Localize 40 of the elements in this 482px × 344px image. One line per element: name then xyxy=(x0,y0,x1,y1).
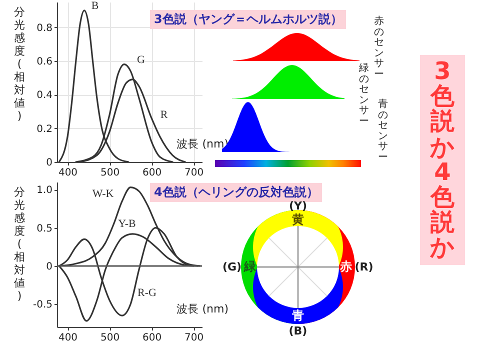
text: 赤 xyxy=(340,258,352,276)
y-tick-label: 0 xyxy=(46,158,52,168)
text: (R) xyxy=(354,260,374,274)
text: 分光感度(相対値) xyxy=(14,186,25,302)
text: 緑のセンサー xyxy=(358,63,370,127)
series-label: R-G xyxy=(138,287,157,299)
y-tick-label: 0.6 xyxy=(36,56,52,68)
text: 3色説（ヤング＝ヘルムホルツ説） xyxy=(150,10,346,29)
series-label: Y-B xyxy=(118,218,136,230)
x-tick-label: 400 xyxy=(58,332,78,344)
text: 赤のセンサー xyxy=(373,16,385,80)
x-tick-label: 700 xyxy=(184,168,204,178)
y-tick-label: -0.5 xyxy=(32,300,52,311)
text: (Y) xyxy=(288,200,308,212)
text: 緑 xyxy=(244,258,256,276)
series-label: G xyxy=(137,54,146,66)
y-tick-label: 1.0 xyxy=(36,185,52,196)
text: 黄 xyxy=(292,212,304,228)
x-tick-label: 600 xyxy=(142,168,162,178)
series-label: W-K xyxy=(92,188,114,200)
y-tick-label: 0.2 xyxy=(36,124,52,135)
x-tick-label: 500 xyxy=(100,332,120,344)
text: 分光感度(相対値) xyxy=(14,6,25,122)
text: (B) xyxy=(288,324,308,338)
text: 青のセンサー xyxy=(377,99,389,163)
series-label: R xyxy=(160,109,168,121)
x-tick-label: 600 xyxy=(142,332,162,344)
y-tick-label: 0.5 xyxy=(36,223,52,234)
x-tick-label: 700 xyxy=(184,332,204,344)
series-label: B xyxy=(91,0,99,12)
x-tick-label: 500 xyxy=(100,168,120,178)
y-tick-label: 0 xyxy=(46,261,52,272)
y-tick-label: 0.4 xyxy=(36,90,52,102)
text: 3色説か4色説か xyxy=(430,57,455,262)
text: (G) xyxy=(222,260,242,274)
y-tick-label: 0.8 xyxy=(36,22,52,34)
text: 4色説（ヘリングの反対色説） xyxy=(154,185,318,199)
x-tick-label: 400 xyxy=(58,168,78,178)
x-axis-title: 波長 (nm) xyxy=(176,302,228,316)
text: 青 xyxy=(292,308,304,324)
